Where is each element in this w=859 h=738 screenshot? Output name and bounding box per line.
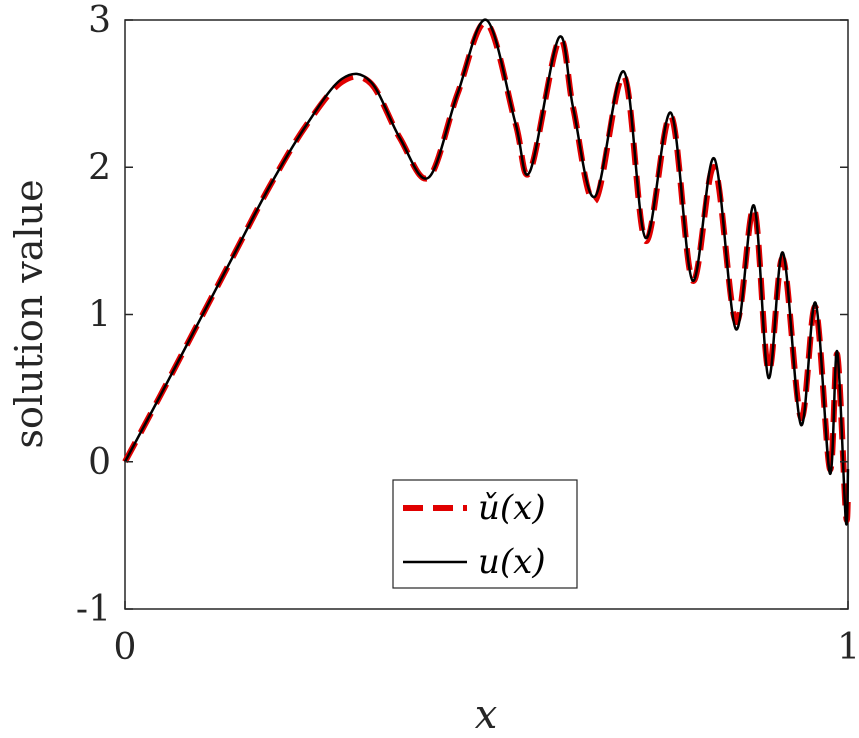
x-axis-label: x [475, 692, 498, 738]
y-tick-label: 2 [88, 147, 111, 188]
x-ticks [124, 601, 849, 609]
series-layer [122, 18, 851, 526]
y-tick-label: 3 [88, 0, 111, 41]
legend: ǔ(x) u(x) [392, 479, 578, 589]
y-ticks [125, 19, 848, 610]
y-tick-label: 1 [88, 295, 111, 336]
legend-box [392, 479, 578, 589]
y-tick-labels: -1 0 1 2 3 [76, 0, 111, 630]
y-tick-label: 0 [88, 442, 111, 483]
x-tick-label: 0 [114, 627, 137, 668]
legend-label-u: u(x) [478, 542, 546, 582]
series-line-u [123, 18, 850, 526]
x-tick-label: 1 [837, 627, 859, 668]
y-tick-label: -1 [76, 589, 111, 630]
y-axis-label: solution value [7, 179, 51, 448]
legend-label-u-check: ǔ(x) [478, 488, 546, 528]
